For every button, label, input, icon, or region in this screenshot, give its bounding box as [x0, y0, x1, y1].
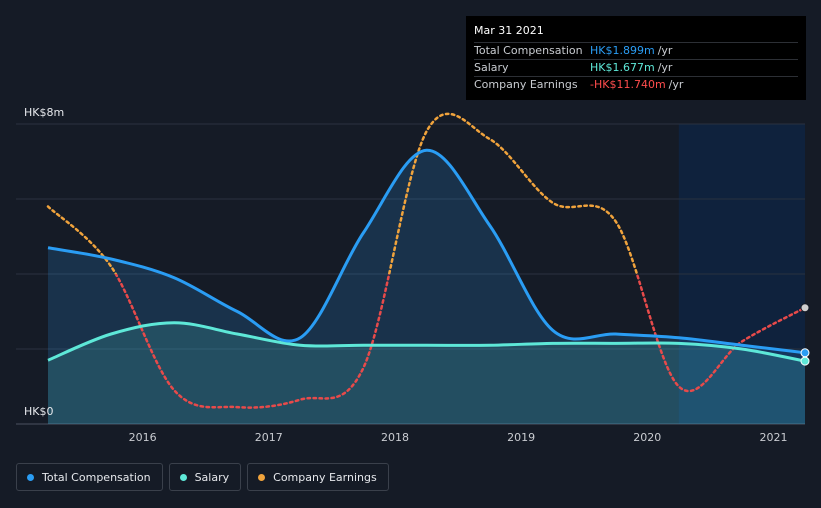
tooltip-value: -HK$11.740m [590, 78, 666, 91]
tooltip-row-earnings: Company Earnings -HK$11.740m /yr [474, 76, 798, 93]
legend-label: Salary [194, 470, 230, 484]
tooltip-label: Company Earnings [474, 78, 578, 91]
legend-item-salary[interactable]: Salary [168, 463, 242, 491]
legend-dot-icon [179, 473, 187, 481]
total-compensation-end-marker [800, 348, 810, 358]
x-tick-label: 2018 [381, 431, 409, 444]
total-compensation-line [47, 148, 806, 355]
legend-item-company-earnings[interactable]: Company Earnings [247, 463, 389, 491]
salary-area [48, 322, 805, 424]
x-tick-label: 2019 [507, 431, 535, 444]
tooltip-row-total: Total Compensation HK$1.899m /yr [474, 42, 798, 59]
x-tick-label: 2020 [633, 431, 661, 444]
tooltip-unit: /yr [657, 61, 673, 74]
x-tick-label: 2016 [129, 431, 157, 444]
chart-legend: Total Compensation Salary Company Earnin… [16, 463, 389, 491]
salary-line [47, 321, 806, 363]
x-tick-label: 2017 [255, 431, 283, 444]
legend-label: Total Compensation [42, 470, 151, 484]
legend-label: Company Earnings [273, 470, 377, 484]
legend-dot-icon [27, 473, 34, 481]
tooltip-unit: /yr [668, 78, 684, 91]
tooltip-value: HK$1.677m [590, 61, 655, 74]
tooltip-row-salary: Salary HK$1.677m /yr [474, 59, 798, 76]
y-axis-top-label: HK$8m [24, 106, 65, 119]
hover-tooltip: Mar 31 2021 Total Compensation HK$1.899m… [466, 16, 806, 100]
tooltip-label: Total Compensation [474, 44, 583, 57]
tooltip-value: HK$1.899m [590, 44, 655, 57]
y-axis-bottom-label: HK$0 [24, 405, 54, 418]
salary-end-marker [800, 356, 810, 366]
legend-dot-icon [258, 473, 266, 481]
total-compensation-area [48, 150, 805, 424]
company-earnings-end-marker [800, 303, 810, 313]
tooltip-unit: /yr [657, 44, 673, 57]
x-tick-label: 2021 [759, 431, 787, 444]
company-earnings-line [46, 112, 807, 409]
legend-item-total-compensation[interactable]: Total Compensation [16, 463, 163, 491]
tooltip-label: Salary [474, 61, 509, 74]
tooltip-date: Mar 31 2021 [474, 24, 544, 37]
